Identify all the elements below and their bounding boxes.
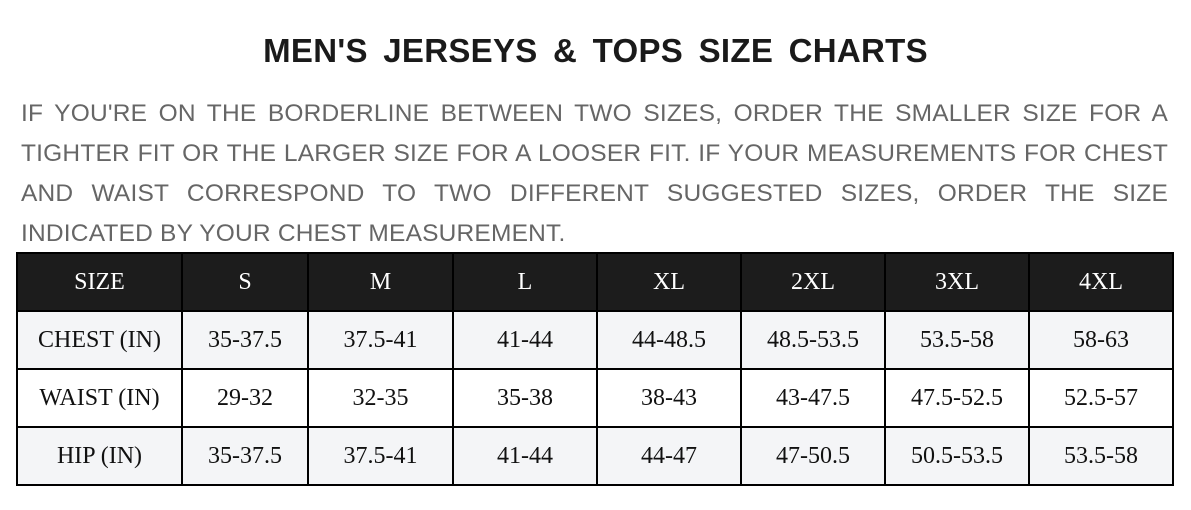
- table-cell: 53.5-58: [1028, 426, 1174, 486]
- table-cell: 52.5-57: [1028, 368, 1174, 428]
- header-size-2xl: 2XL: [740, 252, 886, 312]
- table-cell: 53.5-58: [884, 310, 1030, 370]
- header-size-xl: XL: [596, 252, 742, 312]
- table-cell: 35-38: [452, 368, 598, 428]
- sizing-note: IF YOU'RE ON THE BORDERLINE BETWEEN TWO …: [21, 100, 1168, 247]
- table-cell: 43-47.5: [740, 368, 886, 428]
- table-cell: 37.5-41: [307, 426, 454, 486]
- header-size-3xl: 3XL: [884, 252, 1030, 312]
- table-cell: 44-48.5: [596, 310, 742, 370]
- table-cell: 32-35: [307, 368, 454, 428]
- header-size-l: L: [452, 252, 598, 312]
- header-size-4xl: 4XL: [1028, 252, 1174, 312]
- table-cell: 37.5-41: [307, 310, 454, 370]
- table-row-waist: WAIST (IN) 29-32 32-35 35-38 38-43 43-47.5 47.…: [16, 368, 1174, 428]
- header-size-m: M: [307, 252, 454, 312]
- table-cell: 35-37.5: [181, 426, 309, 486]
- size-chart-table: SIZE S M L XL 2XL 3XL 4XL CHEST (IN) 35-37.5 37.5…: [16, 252, 1174, 486]
- page-title: MEN'S JERSEYS & TOPS SIZE CHARTS: [263, 32, 928, 69]
- table-cell: 29-32: [181, 368, 309, 428]
- table-cell: 41-44: [452, 426, 598, 486]
- table-cell: 41-44: [452, 310, 598, 370]
- table-cell: 58-63: [1028, 310, 1174, 370]
- row-label: WAIST (IN): [16, 368, 183, 428]
- header-size-s: S: [181, 252, 309, 312]
- table-cell: 35-37.5: [181, 310, 309, 370]
- table-row-chest: CHEST (IN) 35-37.5 37.5-41 41-44 44-48.5 48.5…: [16, 310, 1174, 370]
- table-cell: 48.5-53.5: [740, 310, 886, 370]
- table-cell: 38-43: [596, 368, 742, 428]
- table-cell: 47-50.5: [740, 426, 886, 486]
- header-size-label: SIZE: [16, 252, 183, 312]
- row-label: HIP (IN): [16, 426, 183, 486]
- table-header-row: SIZE S M L XL 2XL 3XL 4XL: [16, 252, 1174, 312]
- table-cell: 44-47: [596, 426, 742, 486]
- table-cell: 50.5-53.5: [884, 426, 1030, 486]
- table-cell: 47.5-52.5: [884, 368, 1030, 428]
- row-label: CHEST (IN): [16, 310, 183, 370]
- table-row-hip: HIP (IN) 35-37.5 37.5-41 41-44 44-47 47-50.5 5…: [16, 426, 1174, 486]
